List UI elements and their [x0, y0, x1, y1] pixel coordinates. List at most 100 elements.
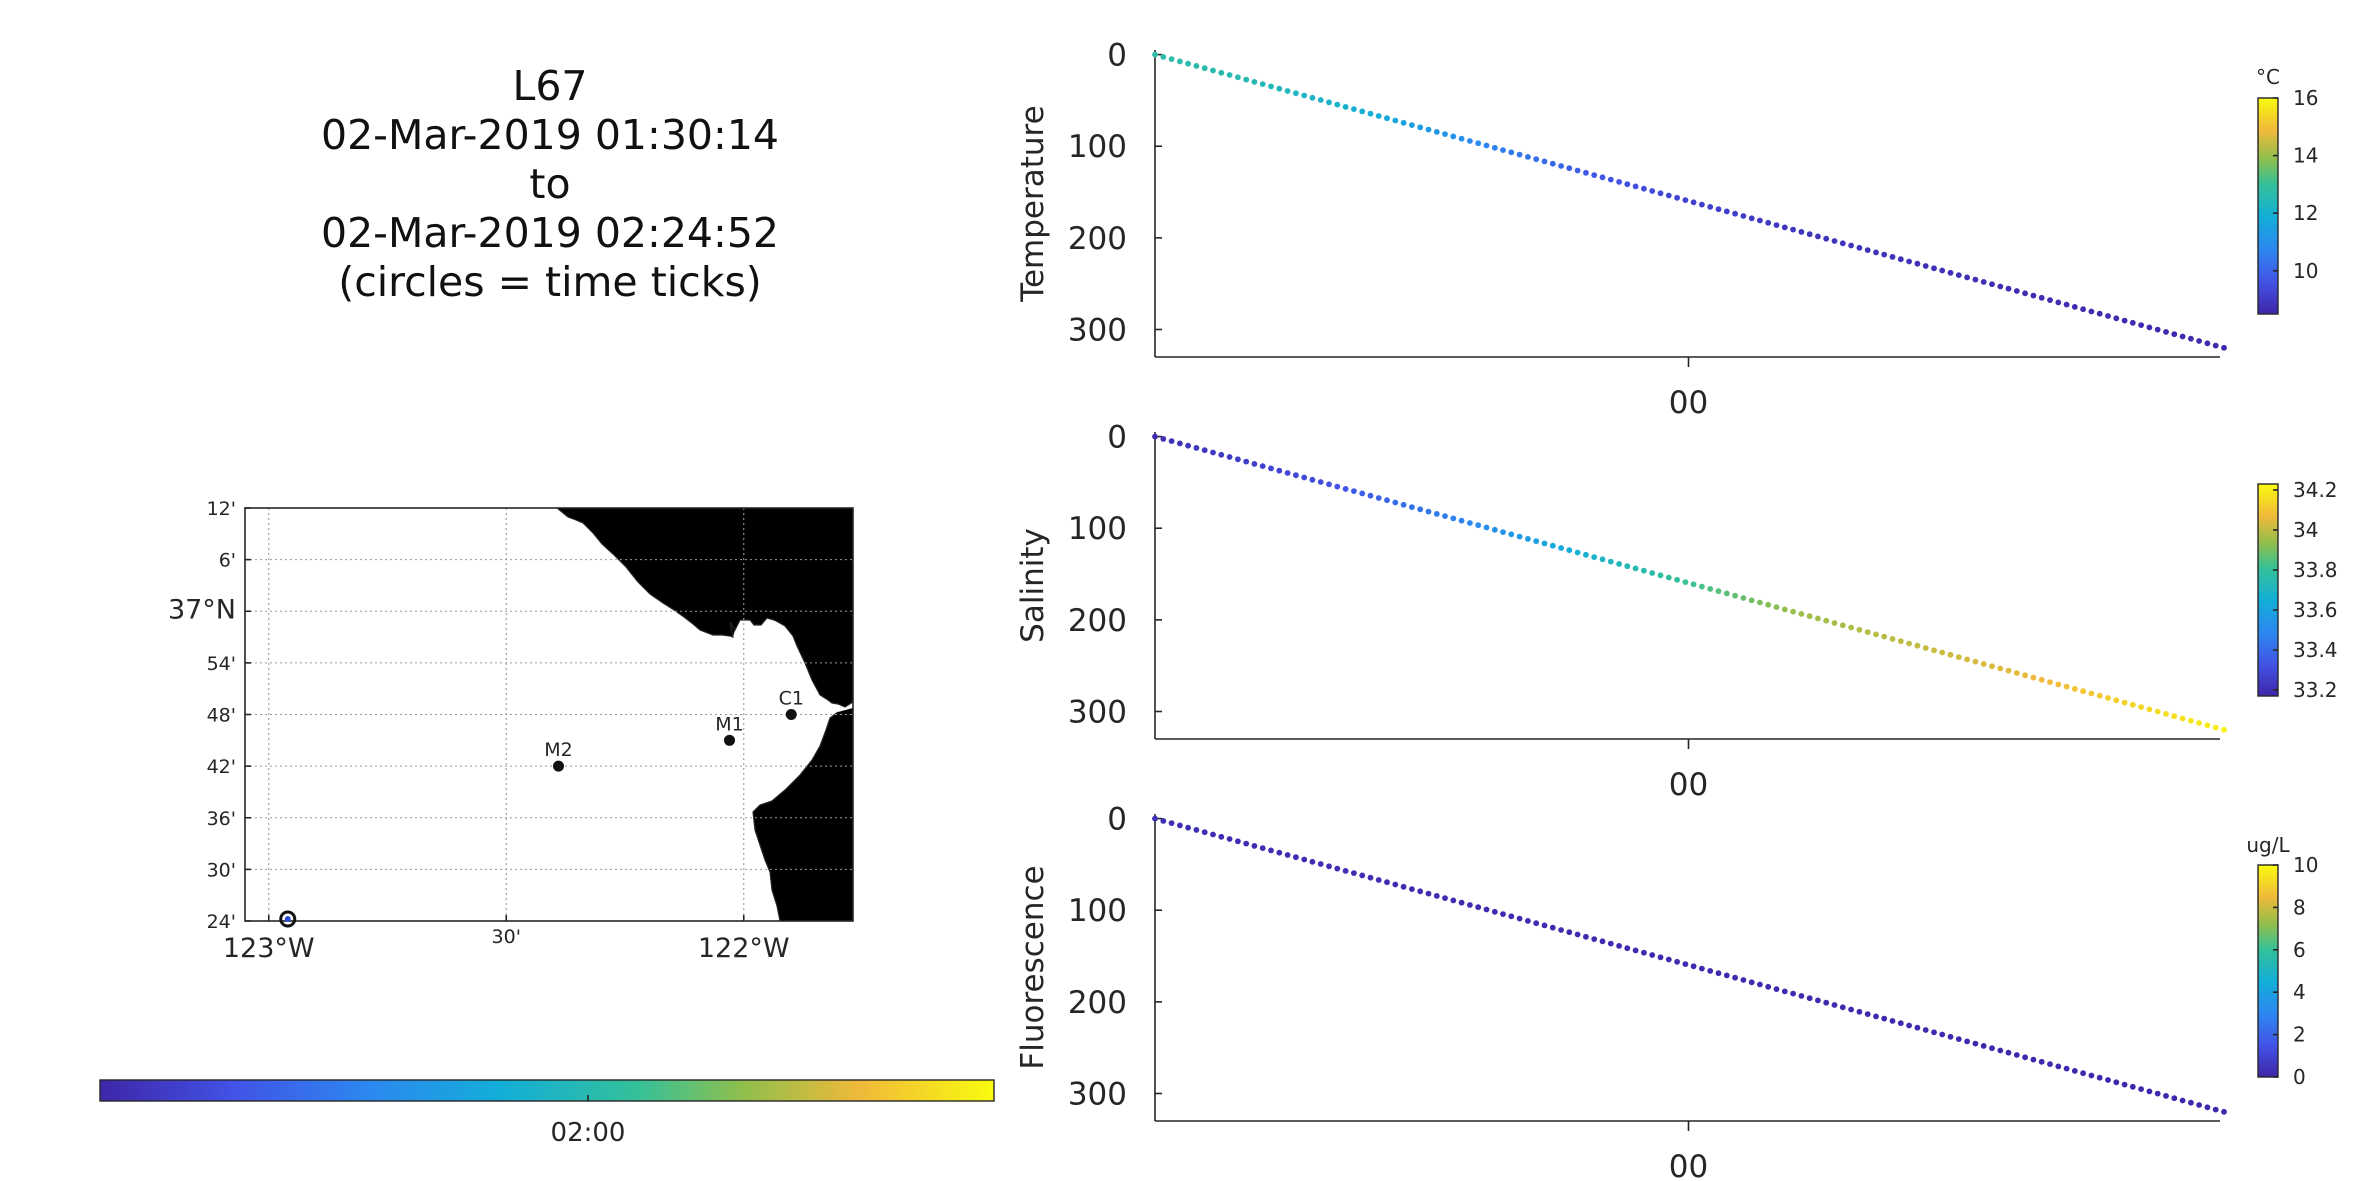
colorbar-tick-label: 16	[2293, 86, 2318, 110]
data-point	[1997, 283, 2004, 290]
data-point	[1989, 1045, 1995, 1052]
data-point	[1533, 538, 1540, 545]
data-point	[1433, 893, 1440, 899]
data-point	[1326, 99, 1332, 106]
data-point	[1997, 1047, 2004, 1054]
data-point	[1467, 138, 1473, 144]
data-point	[1226, 836, 1233, 842]
data-point	[1690, 199, 1697, 206]
data-point	[2179, 333, 2186, 340]
data-point	[1873, 631, 1879, 638]
data-point	[1939, 267, 1946, 274]
colorbar-tick-label: 4	[2293, 980, 2306, 1004]
data-point	[1599, 174, 1606, 181]
data-point	[1417, 888, 1424, 895]
data-point	[1765, 601, 1772, 608]
data-point	[1284, 470, 1291, 476]
data-point	[1574, 549, 1581, 556]
data-point	[1583, 933, 1589, 940]
data-point	[1558, 163, 1564, 169]
data-point	[1293, 472, 1299, 479]
data-point	[1500, 911, 1506, 917]
data-point	[1624, 563, 1631, 570]
title-line-5: (circles = time ticks)	[338, 258, 762, 306]
data-point	[1831, 238, 1838, 244]
data-point	[1193, 63, 1200, 69]
station-marker-m2	[553, 760, 564, 772]
data-point	[2129, 1083, 2136, 1090]
y-tick-label: 200	[1068, 603, 1127, 639]
data-point	[1815, 615, 1821, 622]
data-point	[1997, 665, 2004, 672]
data-point	[2154, 708, 2161, 715]
data-point	[1549, 924, 1556, 931]
data-point	[2146, 1088, 2153, 1095]
data-point	[1815, 233, 1821, 240]
data-point	[1707, 204, 1714, 210]
data-point	[2154, 1090, 2161, 1097]
data-point	[2047, 1061, 2053, 1067]
map-lat-label: 42'	[207, 756, 236, 778]
data-point	[1276, 85, 1283, 92]
data-point	[1723, 590, 1730, 597]
colorbar-tick-label: 14	[2293, 144, 2318, 168]
data-point	[1624, 181, 1631, 188]
data-point	[2096, 310, 2103, 317]
data-point	[2221, 344, 2227, 351]
data-point	[1632, 565, 1639, 572]
data-point	[1268, 465, 1274, 472]
data-point	[1856, 1008, 1863, 1015]
data-point	[1359, 108, 1366, 115]
colorbar	[2257, 864, 2279, 1078]
data-point	[1168, 820, 1175, 826]
data-point	[1152, 51, 1158, 58]
data-point	[1599, 556, 1606, 563]
data-point	[2080, 688, 2087, 695]
data-point	[1873, 249, 1879, 256]
y-axis-label: Fluorescence	[1015, 865, 1051, 1069]
data-point	[1848, 1006, 1854, 1013]
data-point	[2088, 690, 2095, 697]
data-point	[1458, 135, 1465, 142]
data-point	[1897, 256, 1904, 263]
data-point	[1392, 881, 1399, 888]
data-point	[1674, 194, 1680, 201]
data-point	[1417, 506, 1424, 513]
data-point	[1839, 622, 1846, 629]
colorbar-tick-label: 2	[2293, 1023, 2306, 1047]
data-point	[1757, 217, 1763, 224]
data-point	[1599, 938, 1606, 945]
data-point	[1450, 133, 1457, 140]
colorbar-tick-label: 10	[2293, 259, 2318, 283]
data-point	[1235, 838, 1241, 845]
data-point	[1790, 608, 1796, 615]
data-point	[1384, 115, 1390, 122]
data-point	[1657, 190, 1664, 197]
data-point	[1665, 192, 1672, 199]
data-point	[1210, 67, 1216, 74]
y-tick-label: 100	[1068, 129, 1127, 165]
data-point	[1235, 74, 1241, 81]
data-point	[1583, 551, 1589, 558]
data-point	[1790, 226, 1796, 233]
colorbar-tick-label: 6	[2293, 938, 2306, 962]
data-point	[1707, 968, 1714, 974]
data-point	[2212, 342, 2219, 349]
data-point	[1235, 456, 1241, 463]
data-point	[1475, 904, 1482, 911]
data-point	[1541, 922, 1548, 929]
data-point	[1989, 281, 1995, 288]
data-point	[2163, 1093, 2169, 1099]
data-point	[1740, 595, 1747, 601]
data-point	[1351, 106, 1357, 112]
data-point	[1392, 117, 1399, 124]
data-point	[1351, 870, 1357, 876]
data-point	[1699, 583, 1705, 590]
data-point	[2171, 1095, 2178, 1102]
data-point	[1342, 486, 1349, 492]
data-point	[1301, 474, 1308, 481]
data-point	[2129, 319, 2136, 326]
data-point	[1218, 833, 1225, 840]
data-point	[2063, 301, 2070, 308]
data-point	[1185, 60, 1191, 67]
